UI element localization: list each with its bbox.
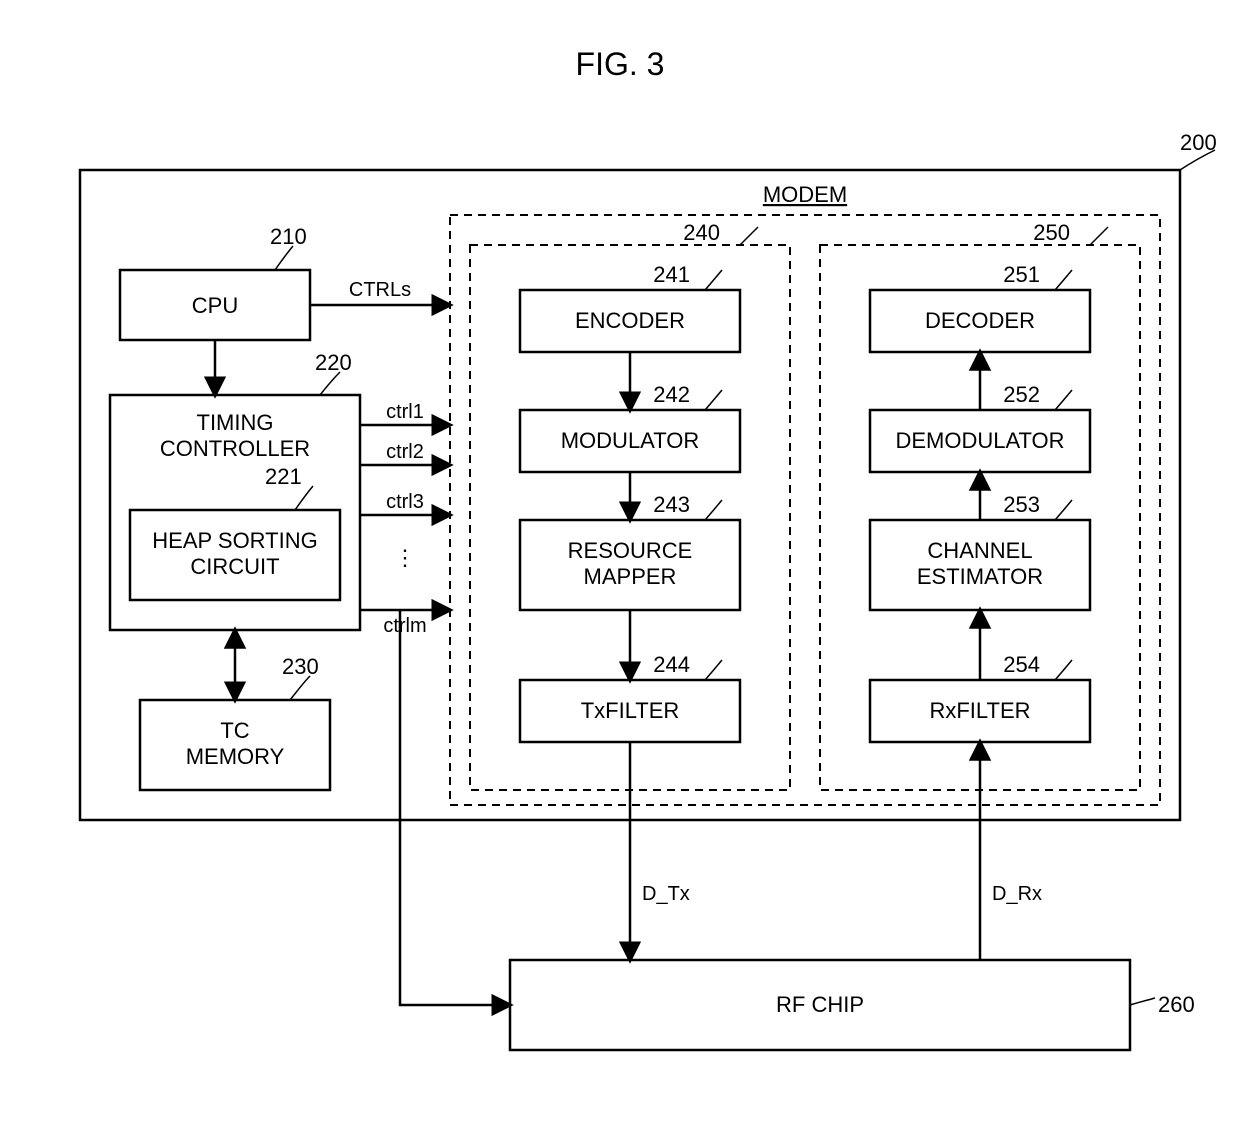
tcmem-label-1: TC xyxy=(220,718,249,743)
resmap-label-1: RESOURCE xyxy=(568,538,693,563)
rfchip-label: RF CHIP xyxy=(776,992,864,1017)
ref-210: 210 xyxy=(270,224,307,249)
chest-label-1: CHANNEL xyxy=(927,538,1032,563)
heap-label-2: CIRCUIT xyxy=(190,554,279,579)
diagram-canvas: FIG. 3 200 MODEM CPU 210 TIMING CONTROLL… xyxy=(20,20,1220,1120)
resmap-label-2: MAPPER xyxy=(584,564,677,589)
ref-243: 243 xyxy=(653,492,690,517)
ref-244: 244 xyxy=(653,652,690,677)
ref-240: 240 xyxy=(683,220,720,245)
tc-label-1: TIMING xyxy=(197,410,274,435)
txfilter-label: TxFILTER xyxy=(581,698,680,723)
heap-label-1: HEAP SORTING xyxy=(152,528,317,553)
modem-label: MODEM xyxy=(763,182,847,207)
sig-ctrl1: ctrl1 xyxy=(386,401,424,423)
sig-drx: D_Rx xyxy=(992,883,1042,905)
decoder-label: DECODER xyxy=(925,308,1035,333)
ref-252: 252 xyxy=(1003,382,1040,407)
modulator-label: MODULATOR xyxy=(561,428,700,453)
sig-ctrls: CTRLs xyxy=(349,279,411,301)
chest-label-2: ESTIMATOR xyxy=(917,564,1043,589)
figure-title: FIG. 3 xyxy=(576,46,665,82)
cpu-label: CPU xyxy=(192,293,238,318)
sig-ctrl2: ctrl2 xyxy=(386,441,424,463)
ref-260: 260 xyxy=(1158,992,1195,1017)
rxfilter-label: RxFILTER xyxy=(929,698,1030,723)
ref-254: 254 xyxy=(1003,652,1040,677)
ref-200: 200 xyxy=(1180,130,1217,155)
ref-230: 230 xyxy=(282,654,319,679)
sig-dtx: D_Tx xyxy=(642,883,690,905)
ref-220: 220 xyxy=(315,350,352,375)
ref-250: 250 xyxy=(1033,220,1070,245)
encoder-label: ENCODER xyxy=(575,308,685,333)
ref-221: 221 xyxy=(265,464,302,489)
ref-241: 241 xyxy=(653,262,690,287)
ref-253: 253 xyxy=(1003,492,1040,517)
sig-ctrl3: ctrl3 xyxy=(386,491,424,513)
sig-ctrlm: ctrlm xyxy=(383,615,426,637)
ref-242: 242 xyxy=(653,382,690,407)
ref-251: 251 xyxy=(1003,262,1040,287)
sig-vdots: ⋮ xyxy=(394,545,416,570)
tc-label-2: CONTROLLER xyxy=(160,436,310,461)
tcmem-label-2: MEMORY xyxy=(186,744,285,769)
demod-label: DEMODULATOR xyxy=(895,428,1064,453)
